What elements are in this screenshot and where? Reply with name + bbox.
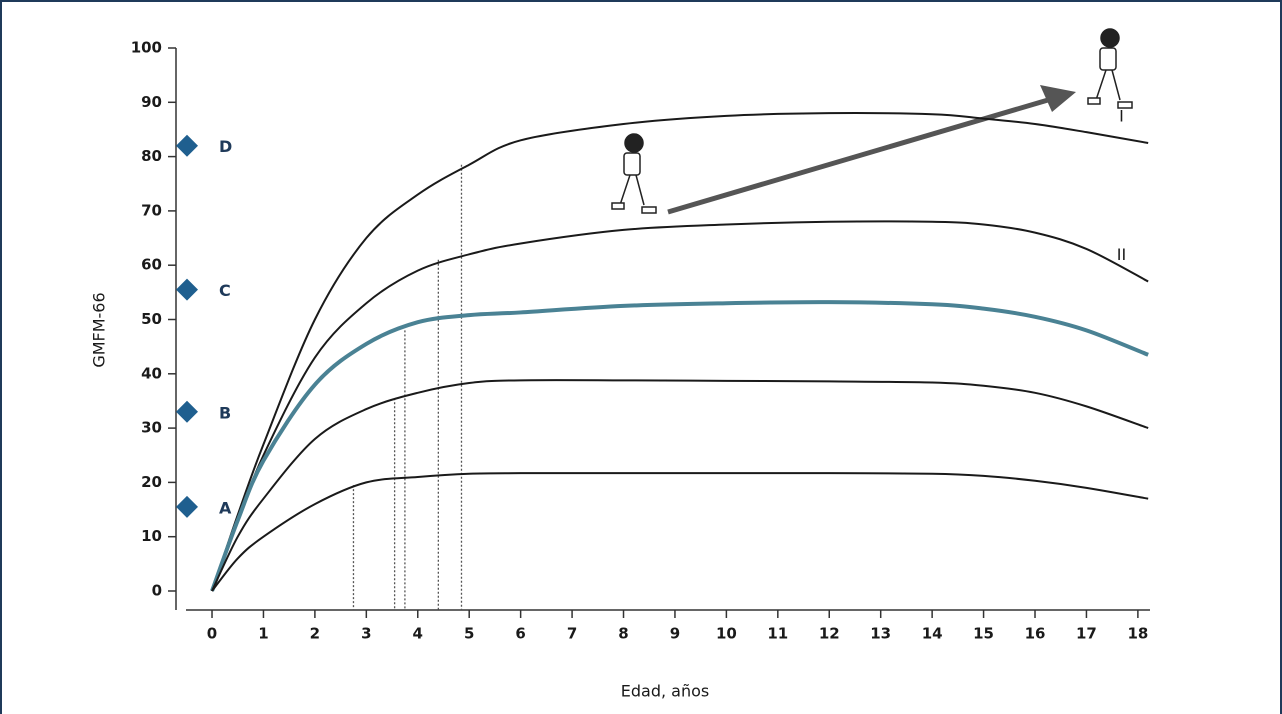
- x-tick-label: 9: [670, 625, 680, 643]
- x-tick-label: 14: [922, 625, 943, 643]
- x-axis-label: Edad, años: [621, 682, 709, 701]
- series-line: [212, 473, 1148, 591]
- y-tick-label: 90: [141, 93, 162, 111]
- y-tick-label: 30: [141, 419, 162, 437]
- marker-label: B: [219, 403, 231, 422]
- y-axis-label: GMFM-66: [90, 292, 109, 367]
- marker-label: C: [219, 281, 231, 300]
- walking-child: [612, 134, 656, 213]
- diamond-marker: [176, 401, 198, 423]
- y-tick-label: 0: [152, 581, 162, 599]
- y-tick-label: 10: [141, 527, 162, 545]
- x-tick-label: 1: [258, 625, 268, 643]
- y-tick-label: 20: [141, 473, 162, 491]
- series-line: [212, 380, 1148, 591]
- x-tick-label: 13: [870, 625, 891, 643]
- series-label: I: [1119, 107, 1124, 126]
- y-tick-label: 60: [141, 256, 162, 274]
- series-line: [212, 302, 1148, 591]
- y-tick-label: 100: [131, 39, 162, 57]
- marker-label: A: [219, 498, 232, 517]
- x-tick-label: 17: [1076, 625, 1097, 643]
- x-tick-label: 2: [310, 625, 320, 643]
- y-tick-label: 80: [141, 147, 162, 165]
- x-tick-label: 15: [973, 625, 994, 643]
- diamond-marker: [176, 496, 198, 518]
- x-tick-label: 18: [1127, 625, 1148, 643]
- walking-child: [1088, 29, 1132, 108]
- diamond-marker: [176, 279, 198, 301]
- y-tick-label: 50: [141, 310, 162, 328]
- chart: Edad, años GMFM-66 010203040506070809010…: [0, 0, 1282, 714]
- x-tick-label: 16: [1025, 625, 1046, 643]
- frame: [1, 1, 1281, 714]
- x-tick-label: 10: [716, 625, 737, 643]
- series-label: II: [1117, 245, 1126, 264]
- x-tick-label: 5: [464, 625, 474, 643]
- series-line: [212, 221, 1148, 591]
- x-tick-label: 7: [567, 625, 577, 643]
- x-tick-label: 12: [819, 625, 840, 643]
- x-tick-label: 6: [515, 625, 525, 643]
- x-tick-label: 3: [361, 625, 371, 643]
- x-tick-label: 4: [413, 625, 423, 643]
- y-tick-label: 70: [141, 201, 162, 219]
- marker-label: D: [219, 137, 232, 156]
- y-tick-label: 40: [141, 364, 162, 382]
- diamond-marker: [176, 135, 198, 157]
- x-tick-label: 11: [767, 625, 788, 643]
- x-tick-label: 0: [207, 625, 217, 643]
- x-tick-label: 8: [618, 625, 628, 643]
